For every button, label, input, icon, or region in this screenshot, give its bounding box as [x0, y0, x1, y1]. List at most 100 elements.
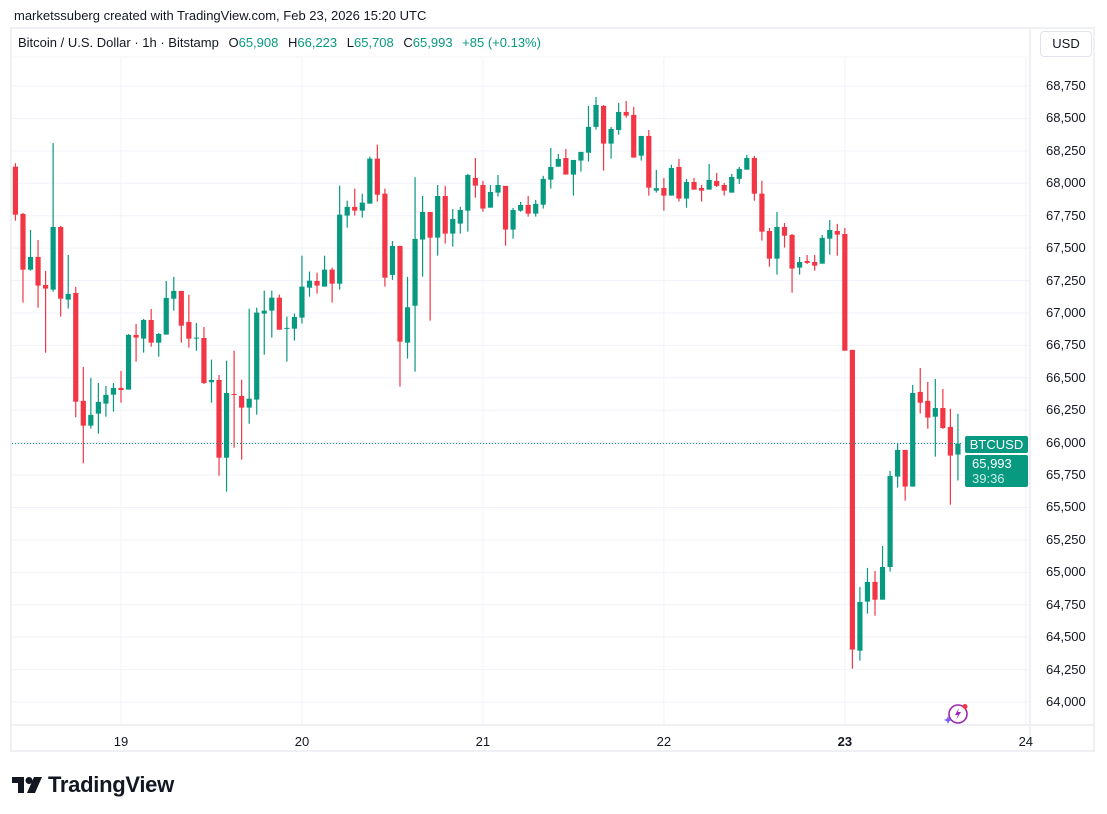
candle-body	[171, 290, 177, 299]
symbol-price-tag: BTCUSD	[965, 436, 1028, 453]
candle	[321, 255, 328, 287]
candle-body	[940, 408, 946, 428]
candle-body	[563, 157, 569, 175]
candle-body	[321, 269, 328, 287]
candle-body	[683, 181, 690, 199]
candle	[495, 174, 501, 197]
candle-body	[12, 166, 19, 215]
candle-body	[80, 400, 86, 426]
candle-body	[947, 426, 953, 456]
tradingview-logo-icon	[12, 777, 42, 793]
candle-body	[58, 226, 64, 299]
candle	[691, 177, 697, 190]
currency-button[interactable]: USD	[1040, 31, 1092, 57]
candle	[774, 211, 780, 275]
candle-body	[239, 395, 245, 408]
candle	[857, 586, 863, 661]
candle	[141, 318, 147, 353]
candle	[216, 374, 222, 476]
candle-body	[834, 231, 840, 235]
candle	[50, 142, 56, 292]
candle	[186, 294, 192, 348]
candle-body	[193, 337, 199, 339]
candle	[397, 245, 403, 387]
candle-body	[502, 185, 509, 230]
candle	[223, 360, 230, 492]
candle-body	[284, 327, 290, 329]
candle-body	[736, 168, 742, 179]
candle-body	[276, 297, 282, 330]
candle	[502, 185, 509, 246]
candle-body	[148, 319, 154, 343]
candle	[118, 370, 124, 403]
candle-body	[291, 316, 298, 329]
candle	[804, 254, 810, 264]
candle	[623, 100, 629, 118]
candle	[593, 96, 599, 130]
candle-body	[163, 297, 169, 335]
candle-body	[616, 111, 622, 130]
candle-body	[246, 398, 252, 408]
candle	[427, 211, 433, 321]
candle	[269, 290, 275, 338]
candle	[261, 290, 267, 355]
price-tick-label: 64,250	[1046, 661, 1086, 677]
candle	[721, 182, 727, 196]
candle-body	[578, 151, 584, 161]
candle-body	[201, 337, 207, 383]
candle	[872, 570, 878, 616]
candle	[631, 106, 637, 158]
candle	[940, 388, 946, 429]
candle	[487, 184, 494, 208]
candle	[525, 195, 531, 217]
candle-body	[879, 567, 886, 600]
candle	[420, 195, 426, 277]
candle-body	[570, 159, 576, 175]
candle-body	[216, 380, 222, 458]
candle	[435, 184, 441, 256]
candle	[171, 276, 177, 311]
candle-body	[781, 226, 788, 236]
candle-body	[50, 226, 56, 290]
candle	[827, 219, 833, 255]
candle-body	[465, 174, 471, 211]
candle-body	[88, 414, 94, 426]
candle-body	[744, 157, 750, 170]
candle-body	[902, 449, 908, 487]
lightning-sparkle-icon[interactable]	[943, 702, 971, 731]
candle-body	[585, 126, 592, 153]
candle	[744, 154, 750, 170]
candle-body	[857, 602, 863, 651]
candle	[231, 350, 237, 448]
candle-body	[774, 226, 780, 259]
price-tick-label: 68,250	[1046, 142, 1086, 158]
candle	[148, 308, 154, 347]
candle	[95, 382, 101, 434]
tradingview-logo[interactable]: TradingView	[12, 772, 174, 798]
high-value: 66,223	[297, 35, 338, 50]
candle-body	[457, 209, 463, 224]
candle	[450, 208, 456, 247]
candle-body	[646, 135, 652, 188]
price-tick-label: 68,750	[1046, 78, 1086, 94]
candle	[548, 147, 554, 189]
candle-body	[495, 184, 501, 193]
candle-body	[420, 211, 426, 240]
candle	[736, 166, 742, 184]
chart-frame	[10, 27, 1095, 752]
candle	[902, 449, 908, 501]
candle-body	[631, 114, 637, 158]
candle-body	[804, 260, 810, 263]
candle	[65, 254, 71, 309]
candle	[201, 326, 207, 385]
candle	[887, 470, 893, 572]
candle-body	[797, 261, 803, 268]
candle	[947, 408, 953, 505]
candle	[879, 545, 886, 600]
symbol-name[interactable]: Bitcoin / U.S. Dollar · 1h · Bitstamp	[18, 35, 219, 50]
candle	[570, 159, 576, 196]
candle	[27, 229, 34, 271]
last-price-value: 65,993	[972, 456, 1012, 471]
candle	[88, 377, 94, 429]
